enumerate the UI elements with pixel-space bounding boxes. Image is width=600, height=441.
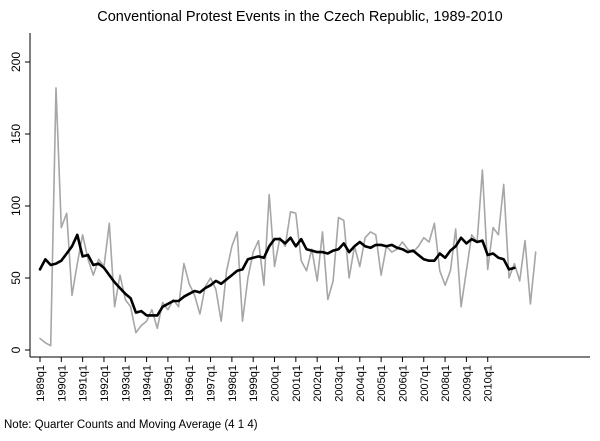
x-tick-label: 2006q1 (397, 365, 409, 402)
y-tick-label: 200 (9, 52, 23, 72)
x-tick-label: 2003q1 (333, 365, 345, 402)
y-tick-label: 50 (9, 271, 23, 285)
x-tick-label: 1996q1 (184, 365, 196, 402)
x-tick-label: 2007q1 (419, 365, 431, 402)
axes: 0 50 100 150 200 1989q1 1990q1 1991q1 1992q1 1993… (9, 33, 590, 402)
x-tick-label: 2004q1 (355, 365, 367, 402)
x-tick-label: 2005q1 (376, 365, 388, 402)
x-tick-label: 2008q1 (440, 365, 452, 402)
x-tick-label: 2010q1 (483, 365, 495, 402)
x-tick-label: 2000q1 (270, 365, 282, 402)
chart-title: Conventional Protest Events in the Czech… (97, 9, 502, 25)
x-tick-label: 1991q1 (78, 365, 90, 402)
moving-average-line (38, 233, 516, 317)
quarterly-counts-line (39, 87, 537, 347)
x-tick-label: 1999q1 (248, 365, 260, 402)
x-tick-label: 1998q1 (227, 365, 239, 402)
y-tick-label: 150 (9, 124, 23, 144)
x-tick-label: 2009q1 (461, 365, 473, 402)
x-tick-label: 1989q1 (35, 365, 47, 402)
x-tick-label: 1995q1 (163, 365, 175, 402)
x-tick-label: 1990q1 (56, 365, 68, 402)
y-tick-label: 0 (9, 346, 23, 353)
chart-note: Note: Quarter Counts and Moving Average … (4, 419, 258, 431)
x-tick-label: 1993q1 (120, 365, 132, 402)
x-tick-label: 1992q1 (99, 365, 111, 402)
x-tick-label: 1994q1 (142, 365, 154, 402)
x-tick-label: 2001q1 (291, 365, 303, 402)
series-layer (38, 87, 537, 347)
x-tick-label: 2002q1 (312, 365, 324, 402)
y-tick-label: 100 (9, 196, 23, 216)
x-tick-label: 1997q1 (206, 365, 218, 402)
